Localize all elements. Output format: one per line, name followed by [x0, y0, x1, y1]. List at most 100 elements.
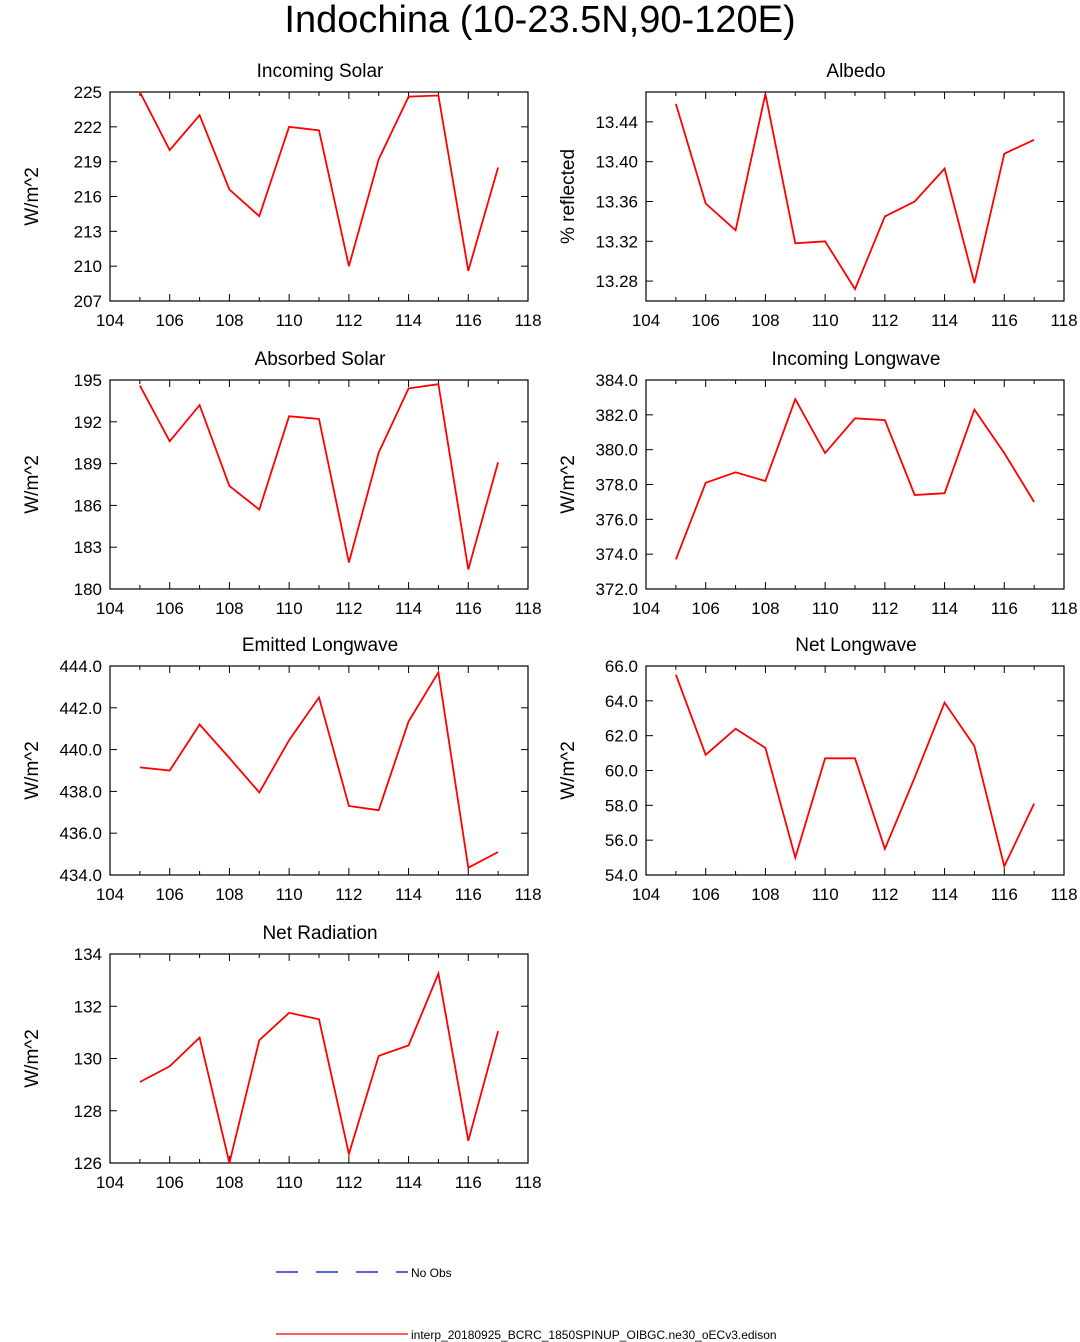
- y-tick-label: 380.0: [595, 441, 638, 460]
- x-tick-label: 116: [455, 599, 482, 618]
- x-tick-label: 108: [215, 1173, 243, 1192]
- y-tick-label: 180: [74, 580, 102, 599]
- panel-title: Albedo: [826, 61, 885, 82]
- x-tick-label: 104: [632, 885, 660, 904]
- y-tick-label: 62.0: [605, 727, 638, 746]
- y-tick-label: 64.0: [605, 692, 638, 711]
- x-tick-label: 108: [215, 311, 243, 330]
- x-tick-label: 112: [335, 599, 362, 618]
- chart-panel: 104 106 108 110 112 114 116 118 126 128 130 132 134 N…: [22, 923, 542, 1192]
- x-tick-label: 108: [215, 599, 243, 618]
- y-tick-label: 436.0: [59, 824, 102, 843]
- x-tick-label: 118: [514, 1173, 541, 1192]
- x-tick-label: 118: [514, 311, 541, 330]
- chart-panel: 104 106 108 110 112 114 116 118 434.0 436.0 438.0 4…: [22, 635, 542, 904]
- page-title: Indochina (10-23.5N,90-120E): [284, 0, 796, 41]
- y-tick-label: 13.32: [595, 232, 638, 251]
- y-tick-label: 183: [74, 538, 102, 557]
- y-tick-label: 13.36: [595, 192, 638, 211]
- y-tick-label: 195: [74, 371, 102, 390]
- chart-panel: 104 106 108 110 112 114 116 118 13.28 13.32 13.36 1…: [558, 61, 1078, 330]
- x-tick-label: 116: [455, 1173, 482, 1192]
- x-tick-label: 112: [871, 885, 898, 904]
- x-tick-label: 108: [751, 311, 779, 330]
- panel-title: Net Longwave: [795, 635, 916, 656]
- y-tick-label: 186: [74, 496, 102, 515]
- x-tick-label: 118: [514, 885, 541, 904]
- x-tick-label: 110: [276, 885, 303, 904]
- y-tick-label: 378.0: [595, 476, 638, 495]
- x-tick-label: 118: [1050, 311, 1077, 330]
- y-tick-label: 54.0: [605, 866, 638, 885]
- y-tick-label: 189: [74, 455, 102, 474]
- x-tick-label: 116: [991, 311, 1018, 330]
- y-tick-label: 438.0: [59, 782, 102, 801]
- x-tick-label: 108: [751, 885, 779, 904]
- panel-title: Incoming Longwave: [772, 349, 941, 370]
- x-tick-label: 106: [156, 1173, 184, 1192]
- panel-title: Incoming Solar: [257, 61, 384, 82]
- y-axis-label: W/m^2: [558, 455, 579, 514]
- y-axis-label: % reflected: [558, 149, 579, 244]
- chart-panel: 104 106 108 110 112 114 116 118 207 210 213 216 219 2…: [22, 61, 542, 330]
- y-tick-label: 384.0: [595, 371, 638, 390]
- chart-panel: 104 106 108 110 112 114 116 118 372.0 374.0 376.0 3…: [558, 349, 1078, 618]
- y-tick-label: 219: [74, 153, 102, 172]
- y-tick-label: 382.0: [595, 406, 638, 425]
- x-tick-label: 108: [751, 599, 779, 618]
- y-tick-label: 222: [74, 118, 102, 137]
- y-tick-label: 132: [74, 997, 102, 1016]
- series-line: [139, 91, 499, 272]
- series-line: [139, 383, 499, 570]
- y-tick-label: 374.0: [595, 545, 638, 564]
- x-tick-label: 110: [276, 599, 303, 618]
- x-tick-label: 116: [455, 885, 482, 904]
- panel-title: Absorbed Solar: [255, 349, 387, 370]
- y-tick-label: 372.0: [595, 580, 638, 599]
- x-tick-label: 110: [276, 311, 303, 330]
- y-tick-label: 134: [74, 945, 102, 964]
- x-tick-label: 116: [991, 599, 1018, 618]
- series-line: [675, 93, 1035, 292]
- chart-panel: 104 106 108 110 112 114 116 118 180 183 186 189 192 1…: [22, 349, 542, 618]
- x-tick-label: 114: [931, 885, 958, 904]
- x-tick-label: 106: [156, 311, 184, 330]
- x-tick-label: 104: [96, 885, 124, 904]
- x-tick-label: 106: [156, 599, 184, 618]
- x-tick-label: 104: [632, 311, 660, 330]
- x-tick-label: 114: [931, 311, 958, 330]
- y-axis-label: W/m^2: [22, 455, 43, 514]
- y-tick-label: 376.0: [595, 510, 638, 529]
- y-axis-label: W/m^2: [22, 1029, 43, 1088]
- y-tick-label: 216: [74, 188, 102, 207]
- series-line: [675, 397, 1035, 560]
- y-tick-label: 60.0: [605, 762, 638, 781]
- y-axis-label: W/m^2: [22, 741, 43, 800]
- legend-model-label: interp_20180925_BCRC_1850SPINUP_OIBGC.ne…: [411, 1328, 777, 1342]
- y-tick-label: 192: [74, 413, 102, 432]
- x-tick-label: 118: [1050, 599, 1077, 618]
- x-tick-label: 112: [335, 885, 362, 904]
- x-tick-label: 110: [812, 885, 839, 904]
- y-axis-label: W/m^2: [22, 167, 43, 226]
- x-tick-label: 110: [812, 599, 839, 618]
- y-tick-label: 210: [74, 257, 102, 276]
- x-tick-label: 112: [335, 1173, 362, 1192]
- y-tick-label: 440.0: [59, 741, 102, 760]
- x-tick-label: 112: [335, 311, 362, 330]
- y-tick-label: 13.44: [595, 113, 638, 132]
- y-tick-label: 13.28: [595, 272, 638, 291]
- x-tick-label: 114: [395, 311, 422, 330]
- y-tick-label: 128: [74, 1102, 102, 1121]
- y-tick-label: 213: [74, 222, 102, 241]
- x-tick-label: 106: [156, 885, 184, 904]
- panel-title: Net Radiation: [262, 923, 377, 944]
- y-tick-label: 444.0: [59, 657, 102, 676]
- y-tick-label: 434.0: [59, 866, 102, 885]
- y-tick-label: 225: [74, 83, 102, 102]
- x-tick-label: 114: [395, 1173, 422, 1192]
- x-tick-label: 112: [871, 599, 898, 618]
- x-tick-label: 114: [395, 599, 422, 618]
